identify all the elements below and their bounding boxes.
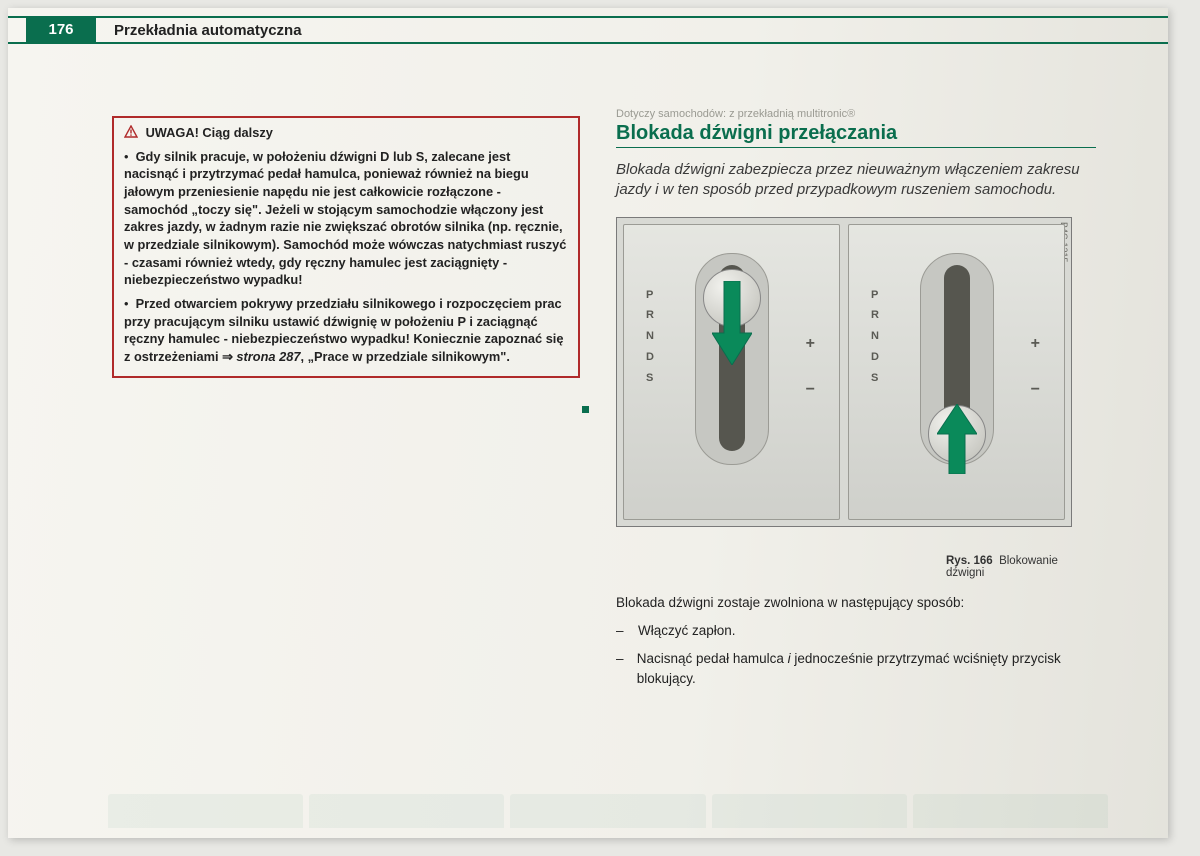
step-2-text: Nacisnąć pedał hamulca i jednocześnie pr… — [637, 649, 1096, 690]
gear-label-s: S — [646, 368, 654, 389]
tiptronic-minus: − — [806, 381, 815, 399]
gear-label-n: N — [871, 326, 879, 347]
warning-bullet-2: • Przed otwarciem pokrywy przedziału sil… — [124, 295, 568, 366]
warning-box: UWAGA! Ciąg dalszy • Gdy silnik pracuje,… — [112, 116, 580, 378]
shifter-panel-right: P R N D S + − — [848, 224, 1065, 520]
figure-caption-number: Rys. 166 — [946, 555, 993, 567]
gear-label-p: P — [871, 285, 879, 306]
arrow-down-icon — [712, 281, 752, 370]
tiptronic-minus: − — [1031, 381, 1040, 399]
gear-label-s: S — [871, 368, 879, 389]
gear-label-n: N — [646, 326, 654, 347]
arrow-up-icon — [937, 404, 977, 479]
figure-image: B4C-1315 P R N D S + − — [616, 217, 1072, 527]
tiptronic-plus: + — [1031, 335, 1040, 353]
page-number: 176 — [26, 18, 96, 42]
gear-label-d: D — [646, 347, 654, 368]
step-2a: Nacisnąć pedał hamulca — [637, 651, 788, 666]
step-1: – Włączyć zapłon. — [616, 621, 1096, 641]
body-after-figure: Blokada dźwigni zostaje zwolniona w nast… — [616, 593, 1096, 690]
right-column: Dotyczy samochodów: z przekładnią multit… — [616, 108, 1096, 690]
gear-label-r: R — [646, 305, 654, 326]
warning-bullet-1: • Gdy silnik pracuje, w położeniu dźwign… — [124, 148, 568, 289]
gear-label-p: P — [646, 285, 654, 306]
gear-labels-right: P R N D S — [871, 285, 879, 389]
gear-labels-left: P R N D S — [646, 285, 654, 389]
gear-label-d: D — [871, 347, 879, 368]
dash-bullet: – — [616, 621, 638, 641]
dash-bullet: – — [616, 649, 637, 690]
page-header: 176 Przekładnia automatyczna — [8, 16, 1168, 44]
step-2: – Nacisnąć pedał hamulca i jednocześnie … — [616, 649, 1096, 690]
applies-to-line: Dotyczy samochodów: z przekładnią multit… — [616, 108, 1096, 120]
gear-label-r: R — [871, 305, 879, 326]
body-intro-line: Blokada dźwigni zostaje zwolniona w nast… — [616, 593, 1096, 613]
left-column: UWAGA! Ciąg dalszy • Gdy silnik pracuje,… — [112, 116, 580, 378]
figure-caption: Rys. 166 Blokowanie dźwigni — [946, 555, 1096, 579]
chapter-title: Przekładnia automatyczna — [114, 22, 302, 39]
warning-bullet-2b: , „Prace w przedziale silnikowym". — [300, 349, 509, 364]
step-1-text: Włączyć zapłon. — [638, 621, 736, 641]
warning-icon — [124, 125, 138, 144]
section-lead: Blokada dźwigni zabezpiecza przez nieuwa… — [616, 160, 1096, 201]
manual-page: 176 Przekładnia automatyczna UWAGA! Ciąg… — [8, 8, 1168, 838]
section-title: Blokada dźwigni przełączania — [616, 122, 1096, 148]
warning-bullet-1-text: Gdy silnik pracuje, w położeniu dźwigni … — [124, 149, 566, 288]
warning-bullet-2-ref: strona 287 — [236, 349, 300, 364]
bleedthrough-tabs — [108, 794, 1108, 828]
warning-heading: UWAGA! Ciąg dalszy — [124, 124, 568, 144]
figure-166: B4C-1315 P R N D S + − — [616, 217, 1096, 545]
warning-heading-text: UWAGA! Ciąg dalszy — [146, 125, 273, 140]
tiptronic-plus: + — [806, 335, 815, 353]
section-end-marker — [582, 406, 589, 413]
shifter-panel-left: P R N D S + − — [623, 224, 840, 520]
